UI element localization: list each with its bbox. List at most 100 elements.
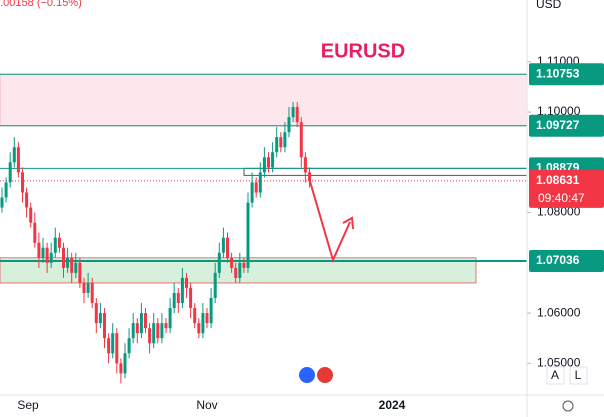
candle-body [127,338,131,354]
candle-body [152,323,156,344]
candle-body [156,323,160,339]
candle-body [193,308,197,324]
candle-body [303,157,307,173]
candle-body [62,247,65,268]
candle-body [226,237,229,258]
candle-body [49,252,53,263]
price-label-box [529,250,604,273]
x-tick-label: Nov [196,398,217,412]
price-label: 1.10753 [536,66,580,80]
candle-body [33,222,37,243]
settings-icon[interactable] [562,400,574,412]
candle-body [21,172,24,193]
zone [243,167,528,176]
log-button-label[interactable]: L [575,368,582,382]
x-tick-label: Sep [17,398,39,412]
candle-body [176,292,180,304]
candle-body [246,202,250,268]
candle-body [185,277,188,288]
candle-body [250,182,254,203]
candle-body [123,353,127,374]
candle-body [90,282,94,304]
candle-body [131,323,135,339]
candle-body [242,262,246,268]
candle-body [16,147,20,173]
candle-body [107,338,111,354]
countdown: 09:40:47 [538,191,585,205]
candle-body [160,323,164,339]
y-tick-label: 1.08000 [537,205,581,219]
candle-body [94,303,98,324]
auto-button[interactable] [546,366,565,385]
candle-body [201,313,205,334]
candle-body [291,107,295,118]
chart-title: EURUSD [321,40,405,62]
candle-body [221,237,225,253]
candle-body [262,157,266,173]
candle-body [82,282,86,293]
candle-body [78,262,82,283]
candle-body [37,242,41,258]
candle-body [8,162,12,183]
eu-flag [299,367,315,383]
candle-body [238,262,242,278]
candle-body [111,333,115,354]
candle-body [197,323,201,334]
candle-body [66,257,70,268]
candle-body [295,107,299,123]
candle-body [103,313,106,339]
candle-body [148,328,152,344]
candle-body [4,182,8,198]
candle-body [168,308,172,329]
zone [0,73,528,127]
candle-body [189,287,193,309]
y-tick-label: 1.10000 [537,104,581,118]
candle-body [135,323,139,334]
candle-body [0,197,4,208]
candle-body [172,292,176,309]
candle-body [279,137,283,148]
price-change: 0.00158 (−0.15%) [0,0,82,9]
candle-body [86,282,90,293]
x-tick-label: 2024 [379,398,406,412]
candle-body [164,323,168,329]
candle-body [41,247,45,258]
candle-body [209,298,213,324]
candle-body [139,313,143,334]
y-tick-label: 1.05000 [537,356,581,370]
price-label-box [529,169,604,208]
candle-body [287,117,291,133]
candle-body [230,257,234,268]
candle-body [98,313,102,324]
price-label: 1.09727 [536,118,580,132]
candle-body [45,247,49,263]
candle-body [254,182,258,193]
price-label-box [529,114,604,137]
candle-body [271,152,275,168]
price-label: 1.08631 [536,173,580,187]
candle-body [308,172,311,181]
currency: USD [536,0,562,11]
candle-body [115,333,119,364]
candle-body [217,252,221,273]
candle-body [12,147,16,163]
candle-body [180,277,184,304]
candle-body [205,313,209,324]
price-label: 1.07036 [536,253,580,267]
candle-body [29,207,33,223]
auto-button-label[interactable]: A [551,368,559,382]
candle-body [275,137,279,153]
price-label-box [529,63,604,86]
candle-body [258,172,262,193]
candle-body [119,363,123,374]
candle-body [57,237,61,248]
candle-body [53,237,57,253]
candle-body [267,157,270,168]
candle-body [234,267,238,278]
candle-body [283,132,287,148]
candle-body [299,122,303,158]
log-button[interactable] [569,366,588,385]
candle-body [213,272,217,299]
